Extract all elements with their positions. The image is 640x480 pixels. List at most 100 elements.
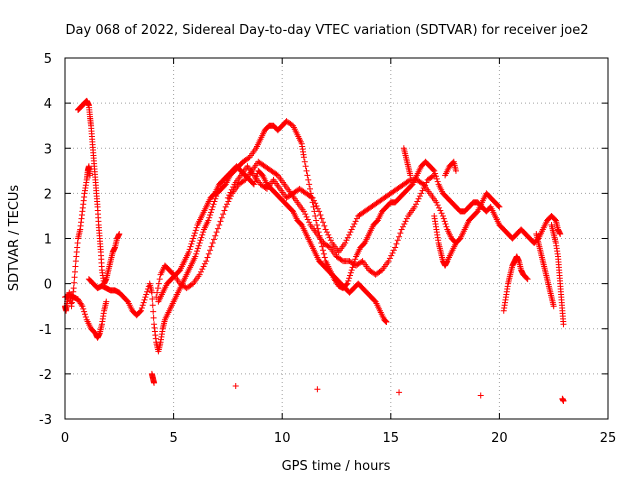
data-point (193, 250, 200, 257)
data-point (343, 237, 350, 244)
data-point (208, 206, 215, 213)
data-point (207, 247, 214, 254)
data-point (346, 272, 353, 279)
data-point (142, 294, 149, 301)
data-point (407, 172, 414, 179)
series-trace-e (155, 163, 390, 325)
data-point (438, 210, 445, 217)
data-point (70, 285, 77, 292)
data-point (452, 167, 459, 174)
data-point (317, 212, 324, 219)
data-point (200, 229, 207, 236)
data-point (216, 221, 223, 228)
data-point (79, 303, 86, 310)
data-point (250, 181, 257, 188)
data-point (389, 249, 396, 256)
data-point (312, 200, 319, 207)
data-point (390, 247, 397, 254)
data-point (358, 258, 365, 265)
data-point (209, 203, 216, 210)
data-point (153, 294, 160, 301)
data-point (406, 177, 413, 184)
data-point (188, 281, 195, 288)
data-point (81, 311, 88, 318)
data-point (192, 253, 199, 260)
data-point (198, 234, 205, 241)
data-point (557, 230, 564, 237)
data-point (419, 180, 426, 187)
data-point (194, 245, 201, 252)
data-point (434, 202, 441, 209)
data-point (302, 163, 309, 170)
data-point (313, 217, 320, 224)
data-point (154, 285, 161, 292)
series-trace-m (548, 221, 567, 328)
data-point (213, 229, 220, 236)
data-point (352, 256, 359, 263)
data-point (224, 194, 231, 201)
data-point (240, 177, 247, 184)
data-point (71, 279, 78, 286)
data-point (232, 383, 239, 390)
series-trace-h (442, 158, 459, 179)
data-point (313, 221, 320, 228)
data-point (397, 230, 404, 237)
data-point (312, 212, 319, 219)
data-point (151, 379, 158, 386)
data-point (138, 304, 145, 311)
y-tick-labels: -3 -2 -1 0 1 2 3 4 5 (39, 52, 52, 428)
data-point (346, 275, 353, 282)
data-point (325, 243, 332, 250)
data-point (197, 237, 204, 244)
data-point (310, 203, 317, 210)
x-axis-label: GPS time / hours (282, 459, 391, 474)
data-point (347, 269, 354, 276)
data-point (78, 301, 85, 308)
y-tick-label: 4 (44, 97, 52, 112)
data-point (81, 308, 88, 315)
data-point (430, 166, 437, 173)
data-point (197, 268, 204, 275)
data-point (412, 201, 419, 208)
data-point (414, 198, 421, 205)
data-point (149, 295, 156, 302)
data-point (306, 219, 313, 226)
data-point (385, 258, 392, 265)
data-point (301, 158, 308, 165)
data-point (353, 215, 360, 222)
data-point (221, 207, 228, 214)
data-point (304, 172, 311, 179)
data-point (138, 307, 145, 314)
x-tick-label: 20 (491, 431, 508, 446)
data-point (150, 308, 157, 315)
data-point (210, 236, 217, 243)
data-point (304, 216, 311, 223)
data-point (230, 184, 237, 191)
data-point (222, 203, 229, 210)
x-tick-label: 25 (600, 431, 617, 446)
data-point (322, 226, 329, 233)
data-point (431, 172, 438, 179)
data-point (325, 231, 332, 238)
data-point (140, 299, 147, 306)
data-point (307, 185, 314, 192)
data-point (496, 203, 503, 210)
data-point (392, 244, 399, 251)
data-point (310, 197, 317, 204)
series-trace-n (148, 370, 567, 404)
data-point (423, 179, 430, 186)
data-point (441, 218, 448, 225)
data-point (436, 204, 443, 211)
data-point (550, 303, 557, 310)
data-point (72, 263, 79, 270)
data-point (433, 199, 440, 206)
data-point (344, 234, 351, 241)
data-point (440, 215, 447, 222)
data-point (193, 224, 200, 231)
data-point (345, 277, 352, 284)
data-point (228, 186, 235, 193)
data-point (150, 314, 157, 321)
data-point (434, 178, 441, 185)
data-point (306, 181, 313, 188)
data-point (211, 198, 218, 205)
